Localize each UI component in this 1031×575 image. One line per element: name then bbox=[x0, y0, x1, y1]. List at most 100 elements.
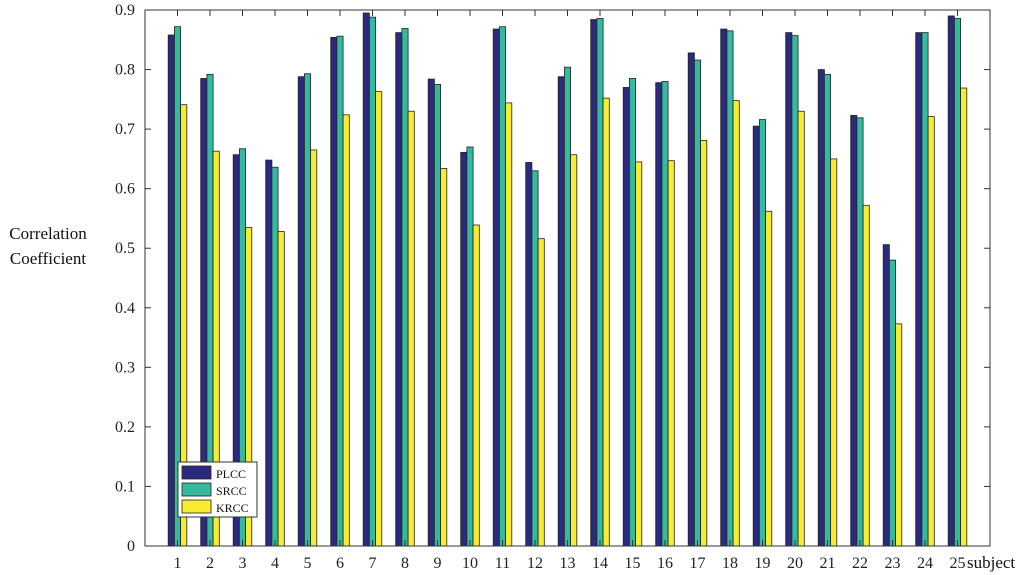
bar-plcc-4 bbox=[265, 159, 273, 547]
x-axis-label: subject bbox=[967, 553, 1015, 572]
x-tick-label: 2 bbox=[206, 555, 214, 572]
legend-label-krcc: KRCC bbox=[216, 501, 249, 515]
bar-krcc-20 bbox=[797, 110, 805, 547]
legend-swatch-plcc bbox=[181, 465, 212, 480]
bar-plcc-10 bbox=[460, 151, 468, 547]
y-tick-label: 0.4 bbox=[115, 300, 135, 317]
x-tick-label: 12 bbox=[527, 555, 543, 572]
x-tick-label: 4 bbox=[271, 555, 279, 572]
y-tick-label: 0.8 bbox=[115, 62, 135, 79]
bar-plcc-14 bbox=[590, 19, 598, 547]
y-tick-label: 0.9 bbox=[115, 2, 135, 19]
bar-krcc-19 bbox=[765, 210, 773, 547]
bar-plcc-12 bbox=[525, 162, 533, 547]
bar-krcc-8 bbox=[407, 110, 415, 547]
bar-krcc-23 bbox=[895, 323, 903, 547]
bar-krcc-22 bbox=[862, 204, 870, 547]
y-tick-label: 0.7 bbox=[115, 121, 135, 138]
bar-plcc-7 bbox=[362, 12, 370, 547]
legend-label-plcc: PLCC bbox=[216, 467, 246, 481]
bar-srcc-6 bbox=[336, 35, 344, 547]
y-axis-label-line-1: Correlation bbox=[9, 224, 87, 243]
bar-plcc-25 bbox=[947, 15, 955, 547]
y-tick-label: 0.1 bbox=[115, 478, 135, 495]
bar-srcc-4 bbox=[271, 166, 279, 547]
x-tick-label: 18 bbox=[722, 555, 738, 572]
x-tick-label: 15 bbox=[625, 555, 641, 572]
bar-plcc-19 bbox=[752, 125, 760, 547]
bar-plcc-1 bbox=[167, 34, 175, 547]
bar-srcc-20 bbox=[791, 35, 799, 547]
bar-srcc-13 bbox=[564, 66, 572, 547]
bar-srcc-22 bbox=[856, 117, 864, 547]
x-tick-label: 7 bbox=[369, 555, 377, 572]
x-tick-label: 21 bbox=[820, 555, 836, 572]
x-tick-label: 3 bbox=[239, 555, 247, 572]
bars-layer bbox=[167, 12, 968, 547]
bar-krcc-21 bbox=[830, 158, 838, 547]
bar-plcc-21 bbox=[817, 69, 825, 547]
bar-plcc-23 bbox=[882, 244, 890, 547]
y-tick-label: 0.2 bbox=[115, 419, 135, 436]
bar-srcc-19 bbox=[759, 119, 767, 547]
bar-krcc-6 bbox=[342, 114, 350, 547]
bar-krcc-16 bbox=[667, 160, 675, 547]
bar-krcc-15 bbox=[635, 161, 643, 547]
legend-swatch-srcc bbox=[181, 482, 212, 497]
bar-krcc-17 bbox=[700, 140, 708, 547]
bar-srcc-11 bbox=[498, 26, 506, 547]
y-axis-label-line-2: Coefficient bbox=[10, 249, 86, 268]
x-tick-label: 19 bbox=[755, 555, 771, 572]
bar-krcc-11 bbox=[505, 102, 513, 547]
bar-srcc-16 bbox=[661, 81, 669, 547]
x-tick-label: 1 bbox=[174, 555, 182, 572]
x-tick-label: 6 bbox=[336, 555, 344, 572]
bar-plcc-18 bbox=[720, 28, 728, 547]
bar-plcc-11 bbox=[492, 28, 500, 547]
bar-krcc-4 bbox=[277, 231, 285, 547]
bar-plcc-5 bbox=[297, 76, 305, 547]
bar-plcc-16 bbox=[655, 82, 663, 547]
bar-plcc-9 bbox=[427, 78, 435, 547]
bar-srcc-10 bbox=[466, 146, 474, 547]
y-tick-label: 0 bbox=[127, 538, 135, 555]
bar-srcc-5 bbox=[303, 73, 311, 547]
bar-plcc-15 bbox=[622, 87, 630, 547]
bar-krcc-7 bbox=[375, 91, 383, 547]
bar-srcc-12 bbox=[531, 170, 539, 547]
bar-krcc-14 bbox=[602, 97, 610, 547]
bar-srcc-21 bbox=[824, 73, 832, 547]
bar-krcc-5 bbox=[310, 149, 318, 547]
bar-srcc-25 bbox=[954, 17, 962, 547]
bar-krcc-10 bbox=[472, 224, 480, 547]
x-tick-label: 22 bbox=[852, 555, 868, 572]
bar-krcc-12 bbox=[537, 238, 545, 547]
bar-krcc-9 bbox=[440, 168, 448, 547]
x-tick-label: 8 bbox=[401, 555, 409, 572]
x-tick-label: 17 bbox=[690, 555, 706, 572]
bar-srcc-15 bbox=[629, 78, 637, 547]
y-tick-label: 0.3 bbox=[115, 359, 135, 376]
bar-srcc-23 bbox=[889, 259, 897, 547]
bar-srcc-9 bbox=[433, 84, 441, 547]
y-tick-label: 0.6 bbox=[115, 181, 135, 198]
legend-swatch-krcc bbox=[181, 499, 212, 514]
bar-srcc-24 bbox=[921, 32, 929, 547]
ticks-layer: 00.10.20.30.40.50.60.70.80.91 2 3 4 5 6 7 8 9 10 1… bbox=[115, 2, 990, 572]
x-tick-label: 14 bbox=[592, 555, 608, 572]
bar-plcc-24 bbox=[915, 32, 923, 547]
x-tick-label: 20 bbox=[787, 555, 803, 572]
bar-krcc-13 bbox=[570, 154, 578, 547]
x-tick-label: 16 bbox=[657, 555, 673, 572]
x-tick-label: 11 bbox=[495, 555, 510, 572]
bar-srcc-14 bbox=[596, 17, 604, 547]
bar-plcc-8 bbox=[395, 32, 403, 547]
x-tick-label: 13 bbox=[560, 555, 576, 572]
bar-srcc-7 bbox=[368, 16, 376, 547]
x-tick-label: 10 bbox=[462, 555, 478, 572]
x-tick-label: 24 bbox=[917, 555, 933, 572]
bar-plcc-17 bbox=[687, 52, 695, 547]
bar-krcc-24 bbox=[927, 116, 935, 547]
bar-srcc-18 bbox=[726, 30, 734, 547]
legend: PLCC SRCC KRCC bbox=[177, 461, 258, 518]
